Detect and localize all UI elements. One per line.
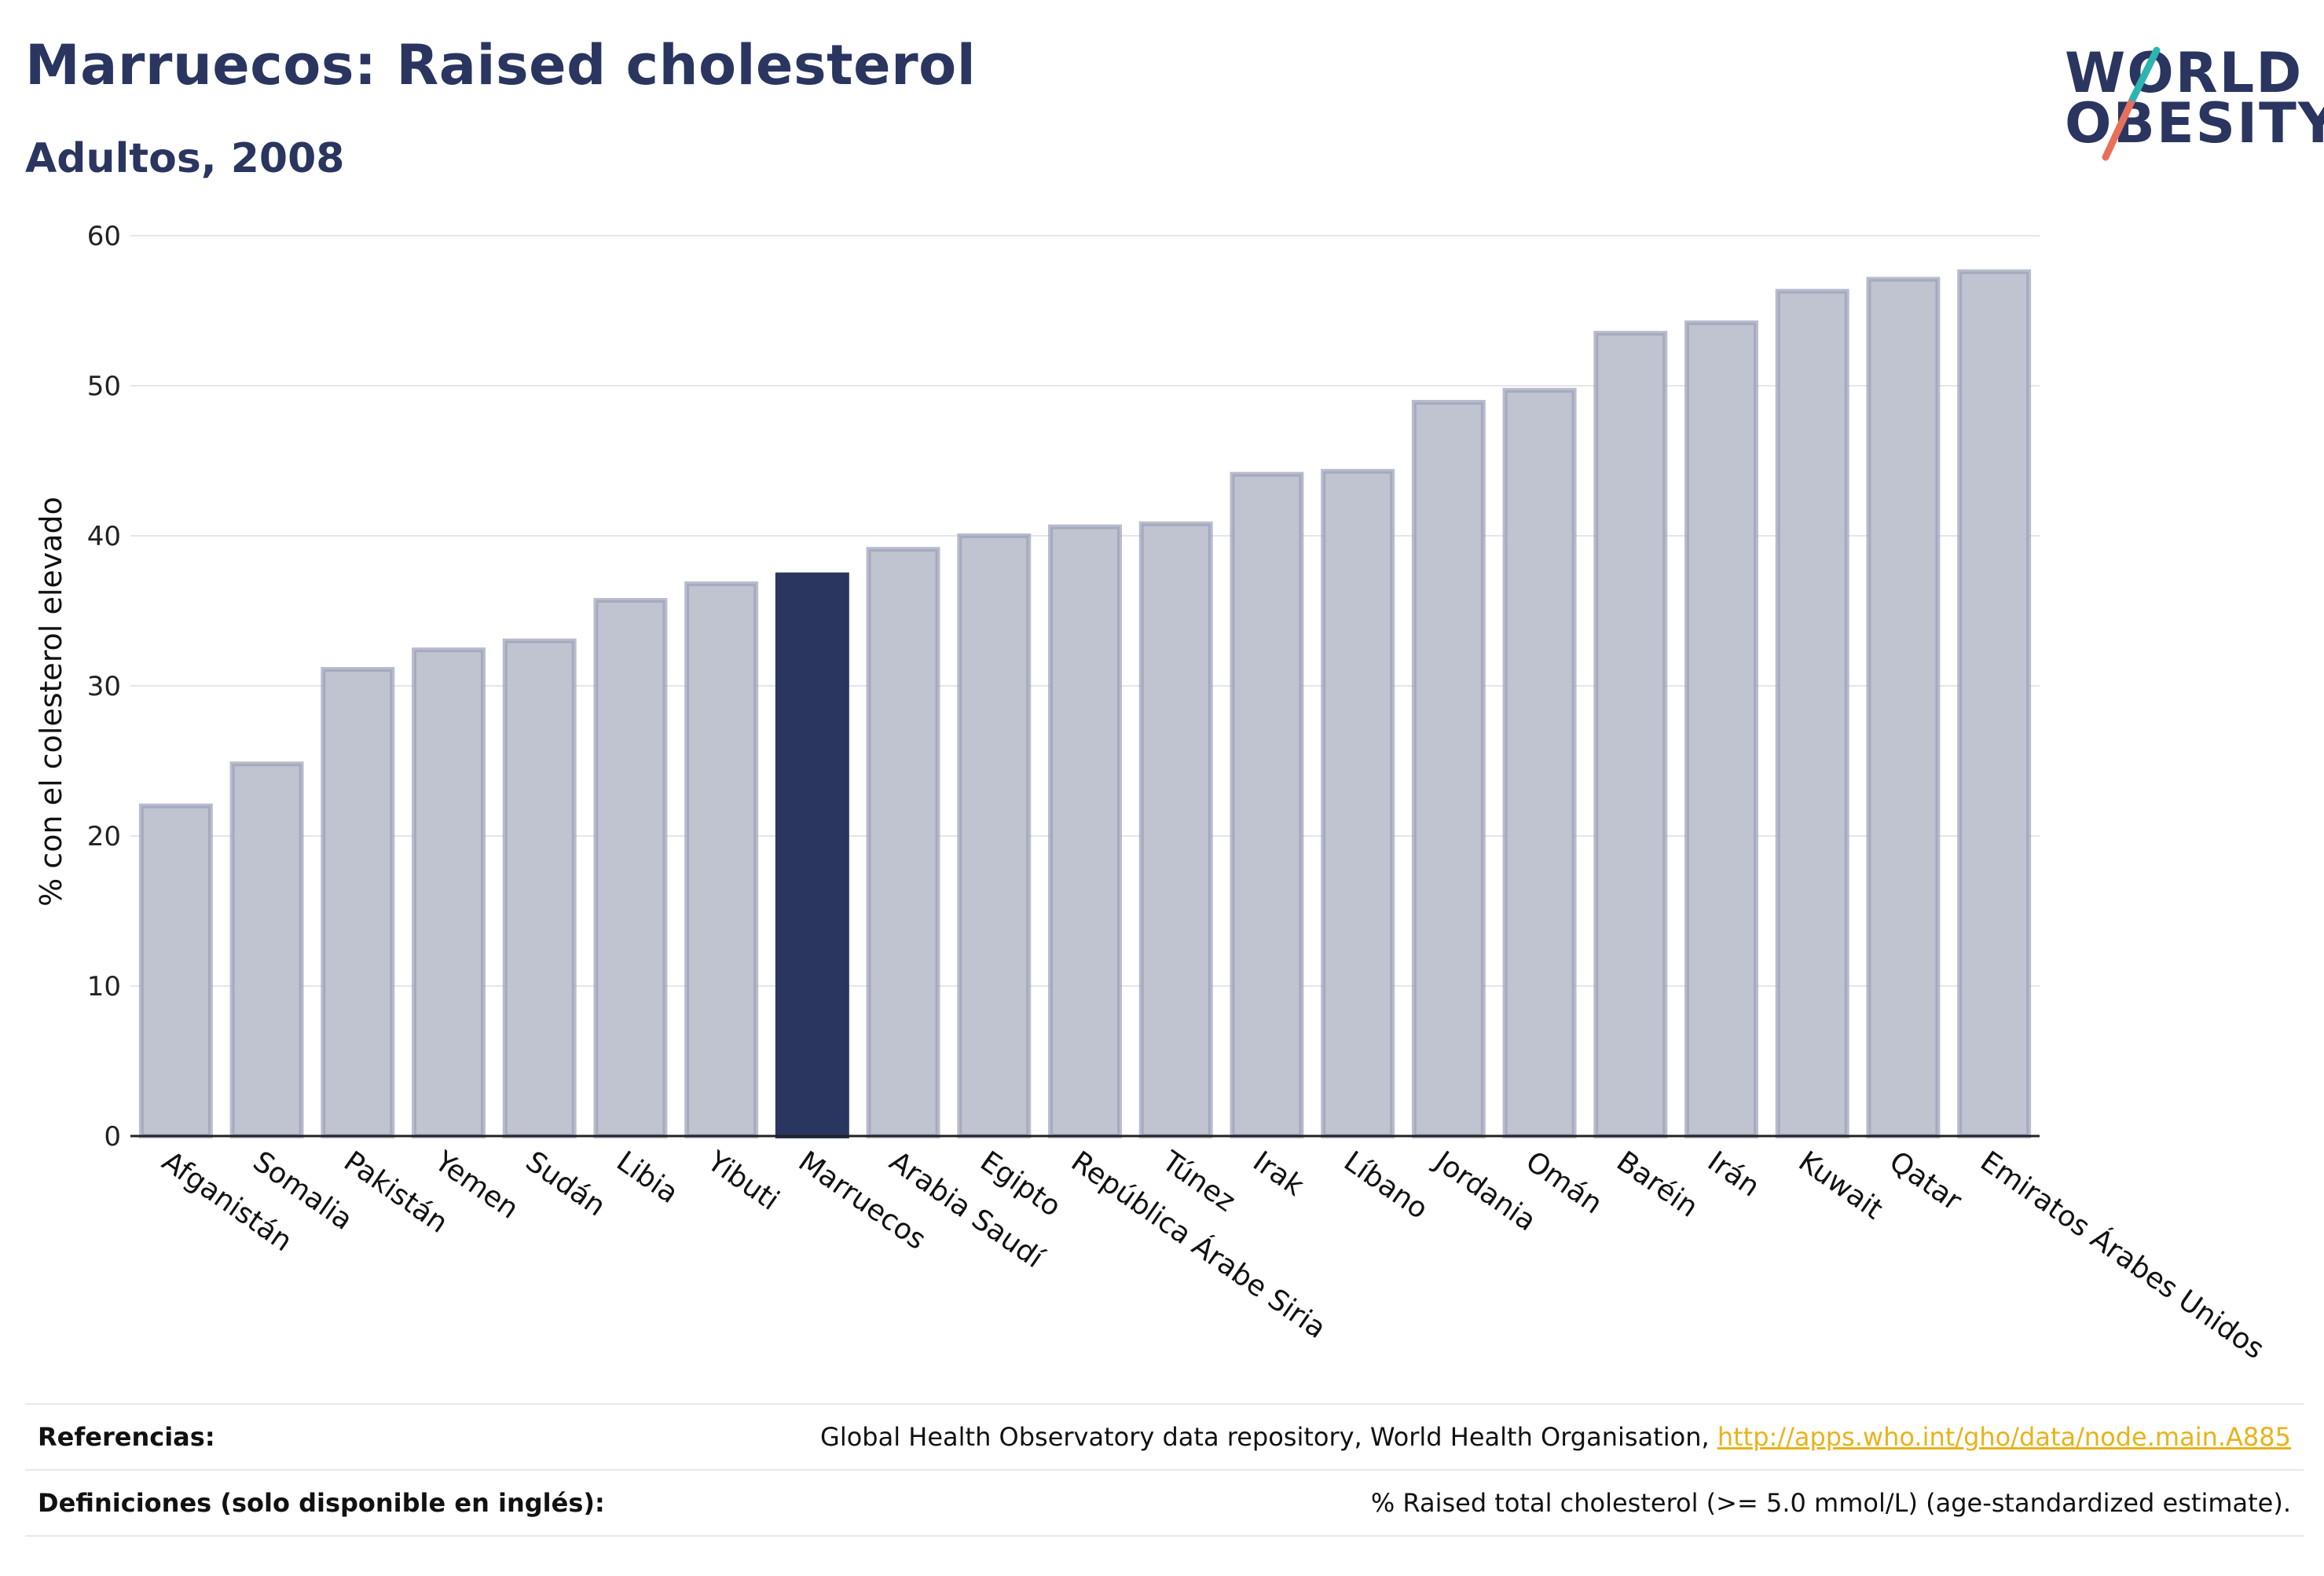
x-tick-label: Kuwait xyxy=(1793,1145,1889,1226)
y-tick-label: 30 xyxy=(87,671,121,702)
world-obesity-logo: WORLD OBESITY xyxy=(2058,31,2324,173)
x-tick-label: Jordania xyxy=(1428,1145,1541,1238)
chart-title: Marruecos: Raised cholesterol xyxy=(25,33,977,97)
bar xyxy=(1775,288,1849,1138)
x-tick-label: Arabia Saudí xyxy=(883,1145,1049,1275)
bar xyxy=(138,803,213,1139)
logo-line1: WORLD xyxy=(2065,41,2304,105)
x-tick-label: Qatar xyxy=(1883,1145,1967,1218)
bar xyxy=(1048,524,1122,1138)
bar xyxy=(412,647,486,1138)
reference-table: Referencias: Global Health Observatory d… xyxy=(25,1403,2304,1537)
bar xyxy=(1957,269,2032,1139)
y-tick-label: 60 xyxy=(87,221,121,252)
x-tick-label: Líbano xyxy=(1338,1145,1434,1226)
references-text: Global Health Observatory data repositor… xyxy=(820,1422,1717,1452)
x-tick-label: Libia xyxy=(610,1145,684,1210)
bar xyxy=(1684,320,1758,1138)
bar xyxy=(502,638,577,1138)
y-tick-label: 10 xyxy=(87,971,121,1002)
y-axis-label: % con el colesterol elevado xyxy=(34,497,68,907)
references-link[interactable]: http://apps.who.int/gho/data/node.main.A… xyxy=(1717,1422,2291,1452)
definitions-value: % Raised total cholesterol (>= 5.0 mmol/… xyxy=(1370,1488,2291,1518)
bar xyxy=(775,572,849,1138)
definitions-row: Definiciones (solo disponible en inglés)… xyxy=(25,1469,2304,1537)
logo-slash-icon xyxy=(2102,46,2161,161)
bar xyxy=(229,761,304,1138)
bar xyxy=(957,533,1032,1138)
references-label: Referencias: xyxy=(38,1422,215,1452)
references-value: Global Health Observatory data repositor… xyxy=(820,1422,2291,1452)
bar xyxy=(1230,471,1304,1138)
y-tick-label: 40 xyxy=(87,521,121,552)
bar-chart: 0102030405060AfganistánSomaliaPakistánYe… xyxy=(34,221,2271,1365)
bar xyxy=(1321,468,1395,1138)
logo-line2: OBESITY xyxy=(2065,91,2324,156)
y-tick-label: 0 xyxy=(104,1121,121,1153)
bar xyxy=(1502,387,1577,1139)
bar xyxy=(1593,331,1668,1138)
x-tick-label: Sudán xyxy=(520,1145,611,1223)
y-tick-label: 20 xyxy=(87,821,121,852)
x-tick-label: Yibuti xyxy=(701,1145,785,1217)
bar xyxy=(1866,277,1941,1138)
x-tick-label: Irak xyxy=(1247,1145,1310,1203)
bar xyxy=(1411,400,1486,1138)
x-tick-label: Baréin xyxy=(1611,1145,1703,1224)
bar xyxy=(321,666,395,1138)
bar xyxy=(684,581,759,1138)
references-row: Referencias: Global Health Observatory d… xyxy=(25,1403,2304,1469)
bar xyxy=(1138,521,1213,1138)
x-tick-label: Emiratos Árabes Unidos xyxy=(1974,1145,2271,1365)
x-tick-label: Irán xyxy=(1702,1145,1765,1204)
chart-subtitle: Adultos, 2008 xyxy=(25,135,345,182)
bar xyxy=(866,547,940,1138)
bar xyxy=(593,598,668,1138)
x-tick-label: Pakistán xyxy=(338,1145,453,1240)
y-tick-label: 50 xyxy=(87,371,121,402)
definitions-label: Definiciones (solo disponible en inglés)… xyxy=(38,1488,605,1518)
